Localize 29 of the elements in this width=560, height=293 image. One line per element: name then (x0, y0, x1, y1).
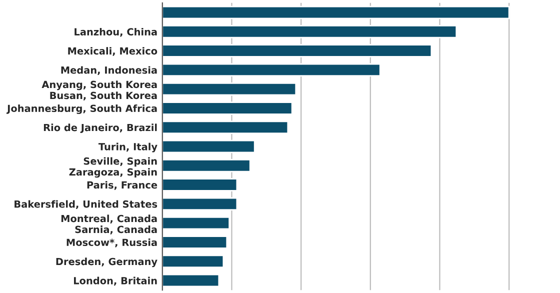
bar (162, 63, 381, 77)
y-tick-label: Bakersfield, United States (14, 200, 158, 210)
bar (162, 274, 220, 288)
y-tick-label: Johannesburg, South Africa (6, 104, 157, 114)
bar (162, 178, 238, 192)
bar (162, 254, 224, 268)
bar (162, 140, 256, 154)
bar (162, 216, 230, 230)
bar (162, 159, 251, 172)
y-tick-label: Anyang, South Korea Busan, South Korea (42, 80, 157, 100)
bar (162, 82, 297, 96)
y-tick-label: Medan, Indonesia (61, 66, 157, 76)
y-tick-label: Lanzhou, China (74, 28, 157, 37)
bar (162, 25, 458, 38)
y-tick-label: Moscow*, Russia (66, 238, 157, 248)
bar (162, 120, 289, 134)
bar (162, 197, 238, 211)
bar (162, 44, 432, 58)
y-tick-label: Turin, Italy (98, 142, 158, 152)
y-tick-label: Mexicali, Mexico (68, 47, 158, 56)
y-tick-label: Dresden, Germany (56, 258, 158, 268)
y-tick-label: Rio de Janeiro, Brazil (44, 124, 157, 133)
bar (162, 102, 293, 115)
y-tick-label: Seville, Spain Zaragoza, Spain (69, 157, 157, 178)
bar (162, 6, 510, 20)
y-tick-label: London, Britain (74, 276, 157, 286)
bar (162, 236, 228, 249)
y-tick-label: Montreal, Canada Sarnia, Canada (61, 214, 157, 234)
y-tick-label: Paris, France (87, 181, 158, 190)
